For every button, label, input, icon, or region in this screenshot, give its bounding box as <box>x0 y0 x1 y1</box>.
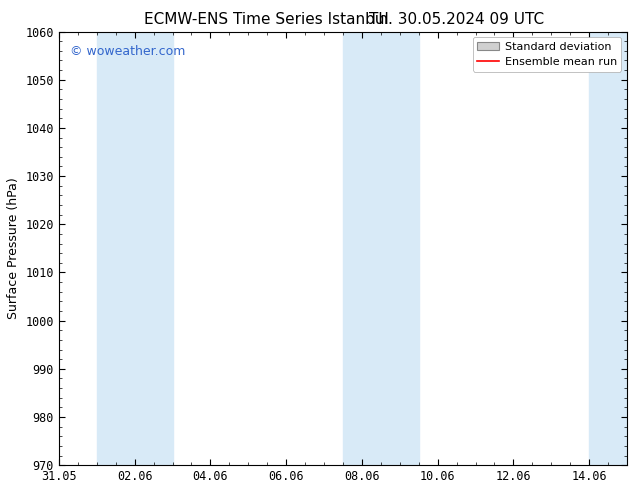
Bar <box>589 31 627 465</box>
Y-axis label: Surface Pressure (hPa): Surface Pressure (hPa) <box>7 177 20 319</box>
Bar <box>97 31 172 465</box>
Bar <box>343 31 418 465</box>
Legend: Standard deviation, Ensemble mean run: Standard deviation, Ensemble mean run <box>472 37 621 72</box>
Text: ECMW-ENS Time Series Istanbul: ECMW-ENS Time Series Istanbul <box>144 12 389 27</box>
Text: © woweather.com: © woweather.com <box>70 45 186 57</box>
Text: Th. 30.05.2024 09 UTC: Th. 30.05.2024 09 UTC <box>369 12 544 27</box>
